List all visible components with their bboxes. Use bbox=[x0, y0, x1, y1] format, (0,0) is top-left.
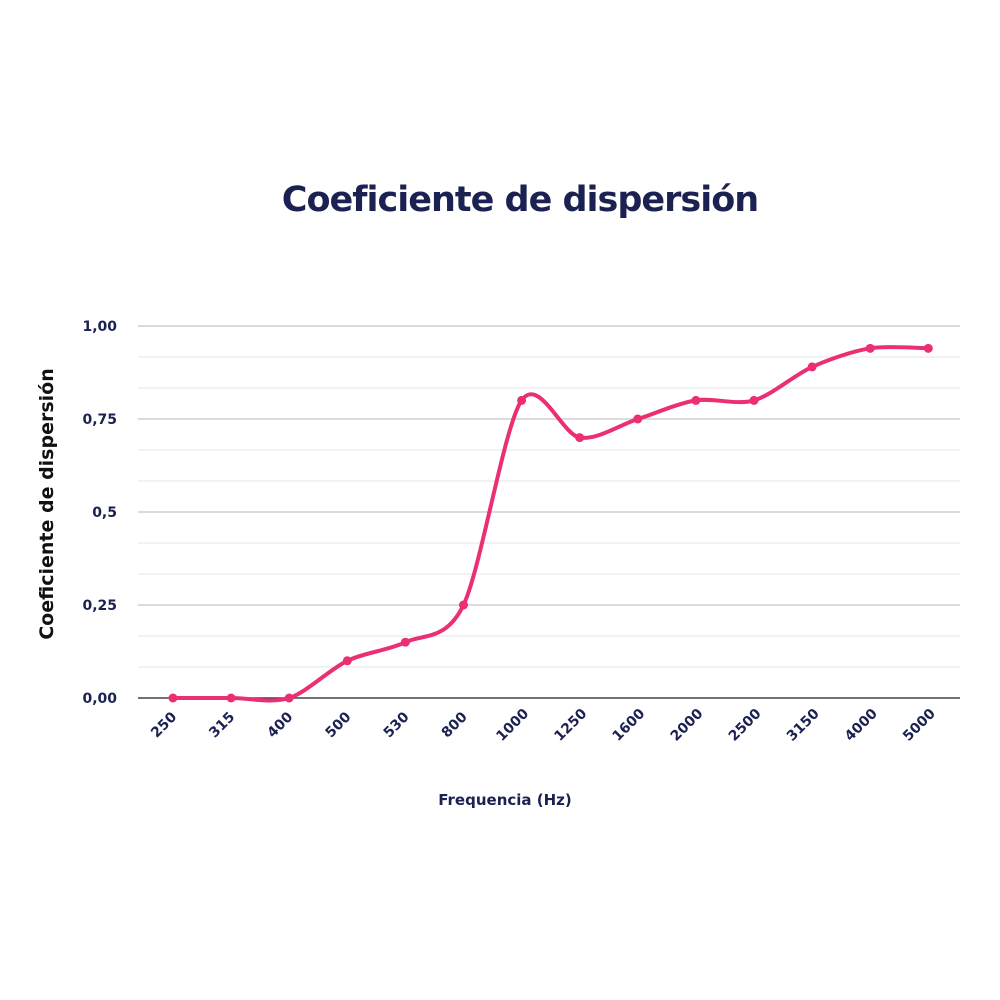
data-point bbox=[226, 693, 236, 703]
y-tick-label: 0,75 bbox=[82, 412, 117, 428]
y-tick-label: 0,00 bbox=[82, 691, 117, 707]
data-point bbox=[633, 414, 643, 424]
data-point bbox=[459, 600, 468, 610]
chart-title: Coeficiente de dispersión bbox=[281, 180, 759, 220]
data-point bbox=[400, 637, 410, 647]
x-tick-label: 400 bbox=[264, 709, 296, 741]
x-tick-label: 1600 bbox=[610, 706, 649, 745]
data-point bbox=[575, 433, 585, 443]
data-point bbox=[284, 693, 294, 703]
x-tick-label: 500 bbox=[322, 709, 354, 741]
data-point bbox=[342, 656, 352, 666]
data-point bbox=[865, 343, 875, 353]
y-tick-label: 0,25 bbox=[82, 598, 117, 614]
y-tick-label: 1,00 bbox=[82, 319, 117, 335]
x-axis-title: Frequencia (Hz) bbox=[438, 791, 572, 809]
series-layer bbox=[168, 343, 933, 703]
x-tick-label: 315 bbox=[206, 709, 238, 741]
grid-layer bbox=[138, 325, 960, 668]
x-tick-label: 3150 bbox=[784, 706, 823, 745]
x-tick-label: 5000 bbox=[900, 706, 939, 745]
x-tick-label: 250 bbox=[148, 709, 180, 741]
x-tick-label: 4000 bbox=[842, 706, 881, 745]
x-tick-label: 1250 bbox=[551, 706, 590, 745]
data-point bbox=[691, 395, 701, 405]
data-point bbox=[168, 693, 178, 703]
data-point bbox=[807, 362, 817, 372]
x-tick-label: 2000 bbox=[668, 706, 707, 745]
x-tick-label: 800 bbox=[439, 709, 471, 741]
series-line bbox=[171, 345, 931, 703]
x-tick-label: 1000 bbox=[493, 706, 532, 745]
y-axis-title: Coeficiente de dispersión bbox=[36, 368, 58, 640]
x-tick-label: 2500 bbox=[726, 706, 765, 745]
label-layer: Frequencia (Hz) Coeficiente de dispersió… bbox=[36, 368, 572, 809]
data-point bbox=[923, 343, 933, 353]
axis-layer: 0,00 0,25 0,5 0,75 1,00 250 315 400 500 530 800 100… bbox=[82, 319, 960, 745]
data-point bbox=[517, 395, 527, 405]
data-point bbox=[749, 395, 759, 405]
y-tick-label: 0,5 bbox=[92, 505, 117, 521]
x-tick-label: 530 bbox=[381, 709, 413, 741]
